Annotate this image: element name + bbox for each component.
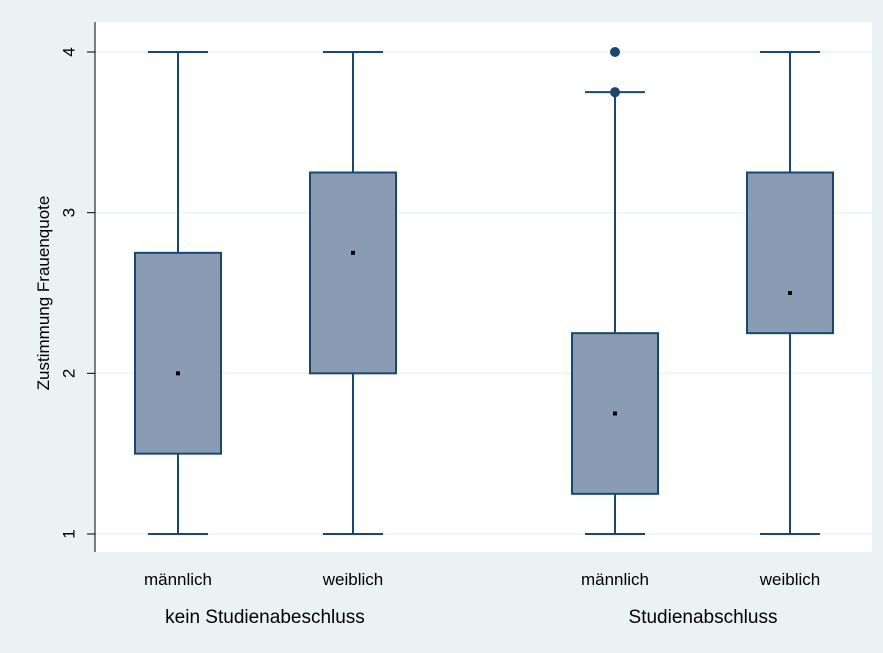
x-axis-labels: männlich weiblich kein Studienabeschluss mä… [144, 570, 820, 628]
group-label: kein Studienabeschluss [165, 607, 365, 628]
box-3 [571, 47, 659, 535]
y-axis: 1 2 3 4 [59, 22, 96, 552]
median-marker [788, 291, 792, 295]
plot-area [95, 22, 872, 552]
grid [95, 51, 872, 535]
median-marker [613, 411, 617, 416]
x-tick-label: weiblich [759, 570, 820, 589]
box-2 [309, 51, 397, 535]
box-iqr [309, 171, 397, 375]
outlier-point [610, 87, 620, 98]
x-tick-label: männlich [144, 570, 212, 589]
box-iqr [746, 171, 834, 335]
box-iqr [134, 251, 222, 455]
boxes [134, 47, 834, 535]
outlier-point [610, 47, 620, 57]
x-tick-label: weiblich [322, 570, 383, 589]
y-tick-label: 1 [59, 529, 78, 538]
y-tick-label: 3 [59, 208, 78, 217]
y-axis-label: Zustimmung Frauenquote [34, 196, 53, 391]
y-tick-label: 4 [59, 47, 78, 56]
median-marker [351, 250, 355, 255]
median-marker [176, 371, 180, 376]
y-tick-label: 2 [59, 369, 78, 378]
x-tick-label: männlich [581, 570, 649, 589]
group-label: Studienabschluss [629, 607, 778, 628]
box-4 [746, 51, 834, 535]
box-1 [134, 51, 222, 535]
